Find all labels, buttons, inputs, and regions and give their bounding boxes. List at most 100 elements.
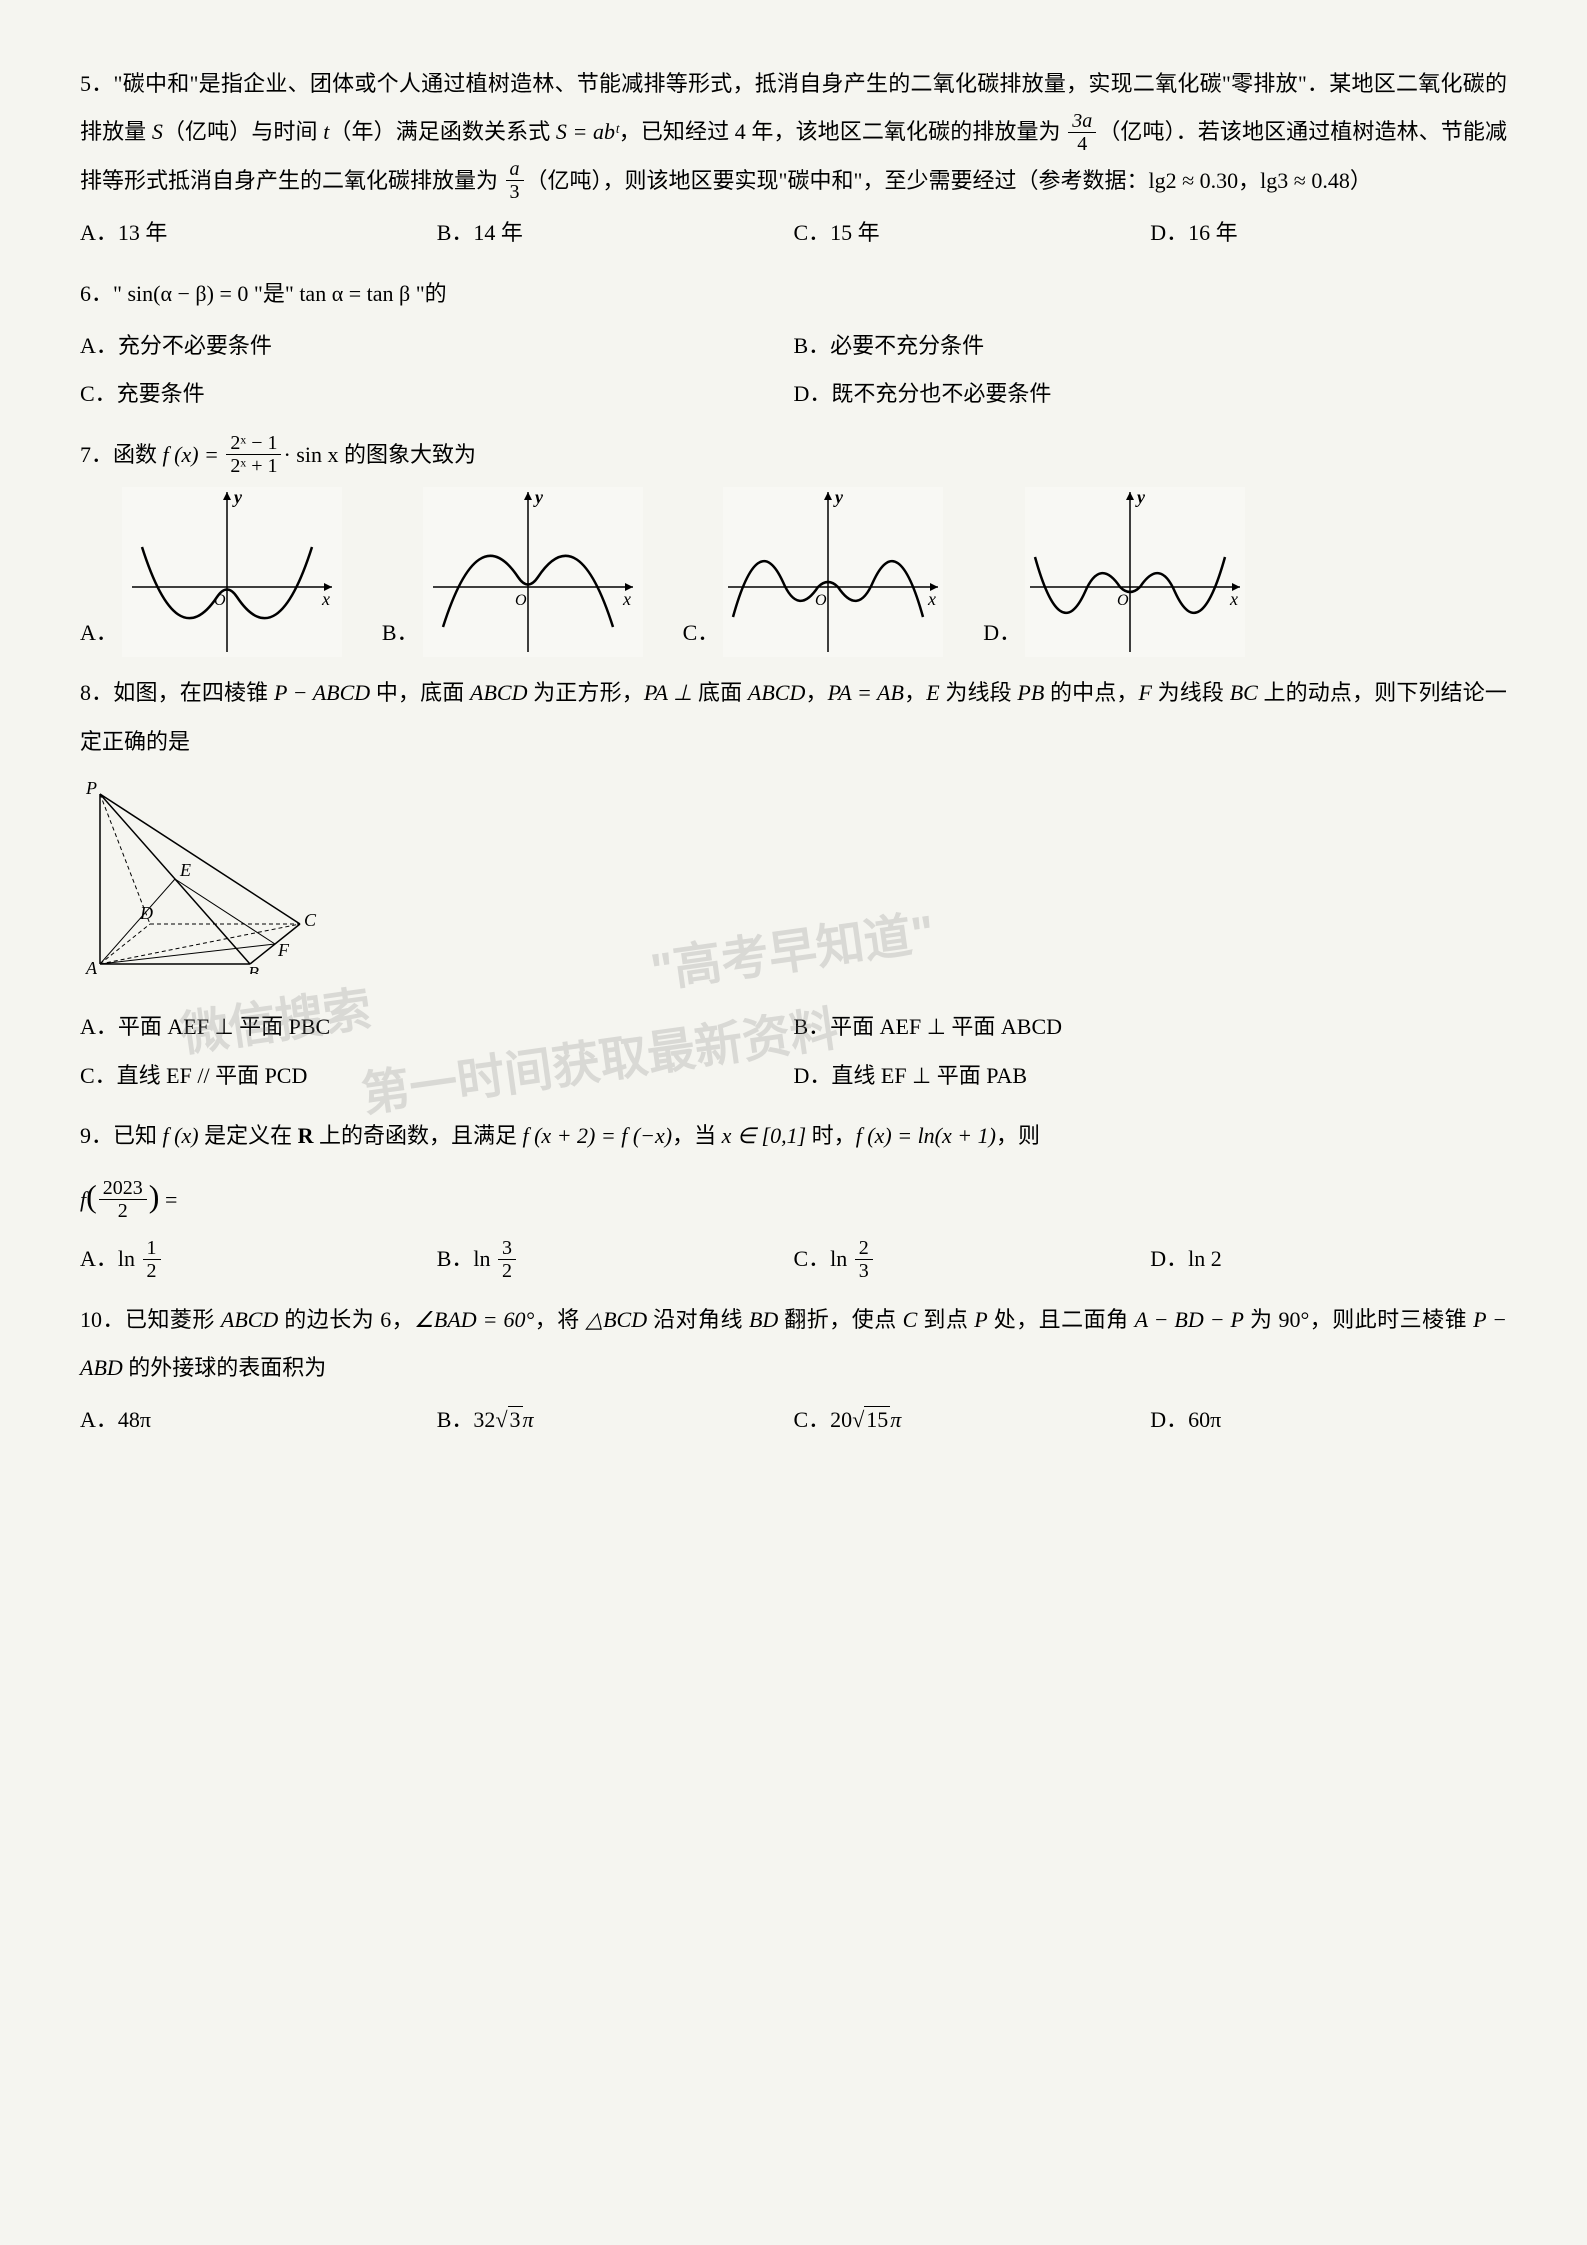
q8-abcd: ABCD <box>470 680 527 705</box>
q10-t6: 到点 <box>917 1307 974 1332</box>
svg-text:O: O <box>515 592 527 609</box>
q9-opt-d: D．ln 2 <box>1150 1235 1507 1283</box>
graph-a-svg: x y O <box>122 487 342 657</box>
svg-text:x: x <box>321 589 330 609</box>
q8-opt-c: C．直线 EF // 平面 PCD <box>80 1052 794 1100</box>
q9-options: A．ln 12 B．ln 32 C．ln 23 D．ln 2 <box>80 1235 1507 1283</box>
q6-t1: " sin(α − β) = 0 "是" tan α = tan β "的 <box>113 281 447 306</box>
q5-options: A．13 年 B．14 年 C．15 年 D．16 年 <box>80 209 1507 257</box>
q10-bcd: △BCD <box>586 1307 647 1332</box>
q8-PB: PB <box>1017 680 1044 705</box>
q8-opt-b: B．平面 AEF ⊥ 平面 ABCD <box>794 1003 1508 1051</box>
q9-t6: ，则 <box>996 1123 1040 1148</box>
svg-text:y: y <box>833 487 844 507</box>
q9-expr: f(20232) = <box>80 1161 1507 1231</box>
q9-t3: 上的奇函数，且满足 <box>313 1123 522 1148</box>
q7-graph-b: B． x y O <box>382 487 643 657</box>
q10-t5: 翻折，使点 <box>778 1307 902 1332</box>
svg-text:y: y <box>533 487 544 507</box>
q10-t2: 的边长为 6， <box>278 1307 414 1332</box>
q10-num: 10． <box>80 1307 125 1332</box>
q10-opt-c: C．20√15π <box>794 1396 1151 1444</box>
q9-opt-a: A．ln 12 <box>80 1235 437 1283</box>
q10-abcd: ABCD <box>221 1307 278 1332</box>
q9-b-pre: B．ln <box>437 1246 491 1271</box>
question-5: 5．"碳中和"是指企业、团体或个人通过植树造林、节能减排等形式，抵消自身产生的二… <box>80 60 1507 258</box>
q9-c-frac: 23 <box>855 1237 873 1282</box>
q5-f2n: a <box>506 158 524 181</box>
q7-lc: C． <box>683 609 720 657</box>
q10-t1: 已知菱形 <box>125 1307 221 1332</box>
q10-t3: ，将 <box>534 1307 585 1332</box>
q10-t8: 为 90°，则此时三棱锥 <box>1244 1307 1473 1332</box>
q7-graph-a: A． x y O <box>80 487 342 657</box>
graph-d-svg: x y O <box>1025 487 1245 657</box>
q9-c-pre: C．ln <box>794 1246 848 1271</box>
q6-opt-b: B．必要不充分条件 <box>794 322 1508 370</box>
q8-text: 8．如图，在四棱锥 P − ABCD 中，底面 ABCD 为正方形，PA ⊥ 底… <box>80 669 1507 766</box>
q10-b-post: π <box>523 1407 534 1432</box>
q7-t1: 函数 <box>113 442 163 467</box>
q10-P: P <box>974 1307 987 1332</box>
q9-opt-b: B．ln 32 <box>437 1235 794 1283</box>
svg-text:x: x <box>927 589 936 609</box>
q10-opt-b: B．32√3π <box>437 1396 794 1444</box>
q5-eq: S = abᵗ <box>556 119 619 144</box>
q9-t2: 是定义在 <box>199 1123 298 1148</box>
q9-a-pre: A．ln <box>80 1246 135 1271</box>
q6-num: 6． <box>80 281 113 306</box>
q5-f1n: 3a <box>1068 110 1096 133</box>
q5-t3: （年）满足函数关系式 <box>329 119 556 144</box>
q6-options: A．充分不必要条件 B．必要不充分条件 C．充要条件 D．既不充分也不必要条件 <box>80 322 1507 419</box>
q9-int: x ∈ [0,1] <box>722 1123 807 1148</box>
q5-num: 5． <box>80 71 114 96</box>
svg-text:C: C <box>304 910 317 930</box>
q7-lb: B． <box>382 609 419 657</box>
q10-options: A．48π B．32√3π C．20√15π D．60π <box>80 1396 1507 1444</box>
q10-opt-a: A．48π <box>80 1396 437 1444</box>
q8-E: E <box>926 680 939 705</box>
q10-t7: 处，且二面角 <box>988 1307 1135 1332</box>
question-7: 7．函数 f (x) = 2ˣ − 12ˣ + 1· sin x 的图象大致为 … <box>80 431 1507 657</box>
q5-S: S <box>152 119 163 144</box>
q8-t3: 为正方形， <box>528 680 644 705</box>
svg-text:E: E <box>179 860 191 880</box>
q8-options: A．平面 AEF ⊥ 平面 PBC B．平面 AEF ⊥ 平面 ABCD C．直… <box>80 1003 1507 1100</box>
q7-fn: 2ˣ − 1 <box>226 432 281 455</box>
svg-text:O: O <box>1117 592 1129 609</box>
graph-b-svg: x y O <box>423 487 643 657</box>
q5-opt-b: B．14 年 <box>437 209 794 257</box>
svg-text:y: y <box>1135 487 1146 507</box>
q8-pabcd: P − ABCD <box>274 680 370 705</box>
q10-C: C <box>903 1307 918 1332</box>
q10-b-pre: B．32 <box>437 1407 496 1432</box>
svg-text:D: D <box>139 903 153 923</box>
q8-opt-a: A．平面 AEF ⊥ 平面 PBC <box>80 1003 794 1051</box>
pyramid-figure: P A B C D E F <box>80 774 320 974</box>
q10-t9: 的外接球的表面积为 <box>123 1355 327 1380</box>
question-6: 6．" sin(α − β) = 0 "是" tan α = tan β "的 … <box>80 270 1507 419</box>
svg-text:F: F <box>277 940 290 960</box>
q5-f1d: 4 <box>1068 133 1096 155</box>
q6-opt-d: D．既不充分也不必要条件 <box>794 370 1508 418</box>
q10-bd: BD <box>749 1307 778 1332</box>
q6-opt-c: C．充要条件 <box>80 370 794 418</box>
q7-ld: D． <box>983 609 1021 657</box>
q10-text: 10．已知菱形 ABCD 的边长为 6，∠BAD = 60°，将 △BCD 沿对… <box>80 1296 1507 1393</box>
q8-paperp: PA ⊥ <box>644 680 692 705</box>
q8-t8: 的中点， <box>1044 680 1138 705</box>
q7-frac: 2ˣ − 12ˣ + 1 <box>226 432 281 477</box>
question-10: 10．已知菱形 ABCD 的边长为 6，∠BAD = 60°，将 △BCD 沿对… <box>80 1296 1507 1445</box>
q9-opt-c: C．ln 23 <box>794 1235 1151 1283</box>
svg-text:y: y <box>232 487 243 507</box>
q7-text: 7．函数 f (x) = 2ˣ − 12ˣ + 1· sin x 的图象大致为 <box>80 431 1507 479</box>
q8-t9: 为线段 <box>1152 680 1230 705</box>
q6-opt-a: A．充分不必要条件 <box>80 322 794 370</box>
q9-t1: 已知 <box>113 1123 163 1148</box>
q8-t7: 为线段 <box>940 680 1018 705</box>
q7-fd: 2ˣ + 1 <box>226 455 281 477</box>
q10-c-pre: C．20 <box>794 1407 853 1432</box>
q8-t5: ， <box>805 680 827 705</box>
q8-t4: 底面 <box>692 680 748 705</box>
svg-text:B: B <box>248 963 259 974</box>
